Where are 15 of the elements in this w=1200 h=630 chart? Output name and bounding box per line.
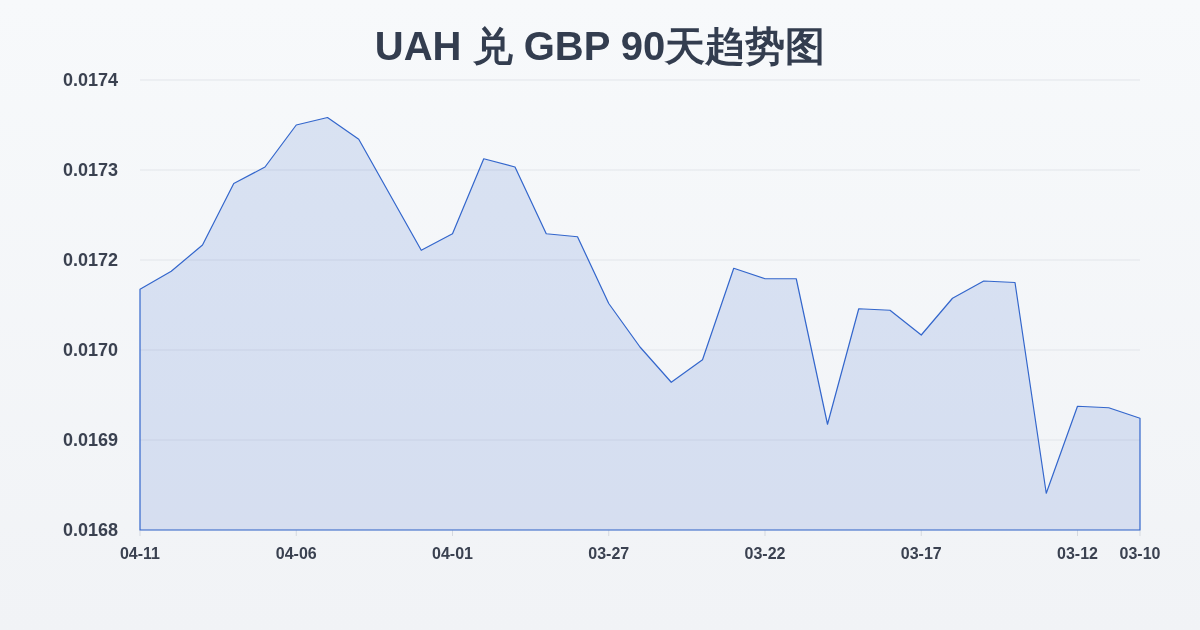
x-tick-label: 04-11 — [119, 545, 161, 562]
y-tick-label: 0.0170 — [62, 340, 118, 360]
x-tick-label: 04-01 — [432, 545, 474, 562]
x-tick-label: 04-06 — [275, 545, 317, 562]
x-tick-label: 03-27 — [588, 545, 630, 562]
x-tick-label: 03-10 — [1119, 545, 1161, 562]
y-tick-label: 0.0173 — [62, 160, 118, 180]
y-tick-label: 0.0168 — [62, 520, 118, 540]
x-tick-label: 03-22 — [744, 545, 786, 562]
y-tick-label: 0.0174 — [62, 70, 118, 90]
chart-title: UAH 兑 GBP 90天趋势图 — [374, 24, 826, 68]
y-tick-label: 0.0172 — [62, 250, 118, 270]
y-tick-label: 0.0169 — [62, 430, 118, 450]
x-tick-label: 03-12 — [1057, 545, 1099, 562]
x-tick-label: 03-17 — [900, 545, 942, 562]
